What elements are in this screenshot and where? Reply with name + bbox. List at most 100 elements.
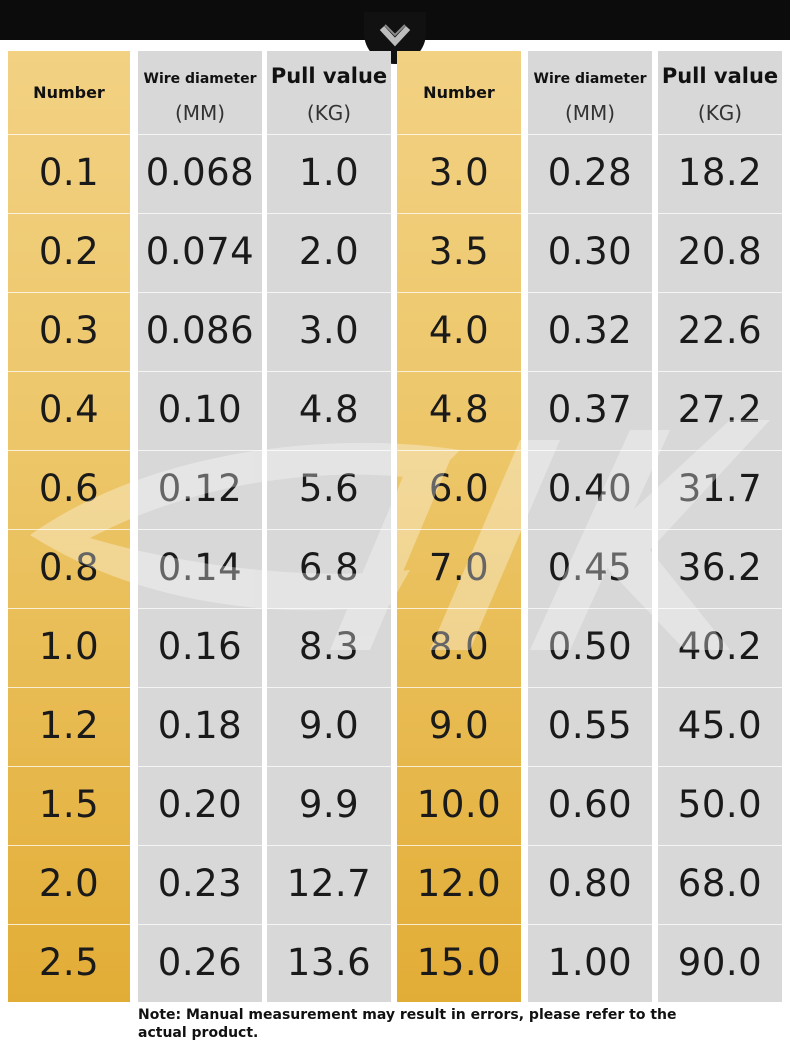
table-cell-pull: 1.0 bbox=[298, 150, 360, 194]
table-cell-pull: 31.7 bbox=[677, 466, 763, 510]
row-divider bbox=[528, 687, 652, 688]
column-header: Pull value (KG) bbox=[267, 51, 391, 134]
table-cell-diameter: 0.068 bbox=[145, 150, 255, 194]
row-divider bbox=[267, 371, 391, 372]
row-divider bbox=[397, 450, 521, 451]
row-divider bbox=[8, 371, 130, 372]
row-divider bbox=[658, 134, 782, 135]
chevron-down-icon bbox=[379, 24, 411, 47]
table-cell-pull: 5.6 bbox=[298, 466, 360, 510]
row-divider bbox=[8, 450, 130, 451]
table-cell-number: 1.5 bbox=[38, 782, 100, 826]
table-cell-pull: 2.0 bbox=[298, 229, 360, 273]
table-cell-diameter: 0.074 bbox=[145, 229, 255, 273]
table-cell-number: 2.0 bbox=[38, 861, 100, 905]
row-divider bbox=[138, 292, 262, 293]
row-divider bbox=[528, 450, 652, 451]
row-divider bbox=[528, 292, 652, 293]
right-number-column: Number 3.0 3.5 4.0 4.8 6.0 7.0 8.0 9.0 10.0 12.0 15… bbox=[397, 51, 521, 1002]
row-divider bbox=[267, 134, 391, 135]
row-divider bbox=[528, 924, 652, 925]
header-label: Pull value bbox=[661, 64, 779, 88]
row-divider bbox=[8, 845, 130, 846]
table-cell-diameter: 0.50 bbox=[547, 624, 633, 668]
row-divider bbox=[267, 450, 391, 451]
right-diameter-column: Wire diameter (MM) 0.28 0.30 0.32 0.37 0.40 0.4… bbox=[528, 51, 652, 1002]
table-cell-diameter: 0.80 bbox=[547, 861, 633, 905]
table-cell-number: 0.2 bbox=[38, 229, 100, 273]
row-divider bbox=[8, 134, 130, 135]
row-divider bbox=[267, 608, 391, 609]
row-divider bbox=[8, 766, 130, 767]
table-cell-number: 1.0 bbox=[38, 624, 100, 668]
row-divider bbox=[8, 924, 130, 925]
table-cell-number: 3.5 bbox=[428, 229, 490, 273]
row-divider bbox=[8, 529, 130, 530]
row-divider bbox=[658, 529, 782, 530]
left-pull-column: Pull value (KG) 1.0 2.0 3.0 4.8 5.6 6.8 8.3 9.0 9.… bbox=[267, 51, 391, 1002]
table-cell-pull: 9.0 bbox=[298, 703, 360, 747]
table-cell-diameter: 0.086 bbox=[145, 308, 255, 352]
column-header: Pull value (KG) bbox=[658, 51, 782, 134]
footnote: Note: Manual measurement may result in e… bbox=[138, 1007, 677, 1041]
row-divider bbox=[138, 924, 262, 925]
row-divider bbox=[138, 371, 262, 372]
row-divider bbox=[397, 608, 521, 609]
table-cell-number: 0.1 bbox=[38, 150, 100, 194]
row-divider bbox=[8, 213, 130, 214]
row-divider bbox=[658, 924, 782, 925]
row-divider bbox=[658, 292, 782, 293]
table-cell-diameter: 0.23 bbox=[157, 861, 243, 905]
row-divider bbox=[528, 529, 652, 530]
header-unit: (MM) bbox=[174, 101, 226, 125]
row-divider bbox=[528, 134, 652, 135]
table-cell-diameter: 0.30 bbox=[547, 229, 633, 273]
row-divider bbox=[267, 213, 391, 214]
table-cell-pull: 27.2 bbox=[677, 387, 763, 431]
row-divider bbox=[138, 687, 262, 688]
header-label: Wire diameter bbox=[533, 71, 647, 87]
row-divider bbox=[267, 687, 391, 688]
table-cell-number: 15.0 bbox=[416, 940, 502, 984]
row-divider bbox=[658, 213, 782, 214]
table-cell-number: 4.8 bbox=[428, 387, 490, 431]
header-unit: (KG) bbox=[697, 101, 743, 125]
row-divider bbox=[138, 608, 262, 609]
table-cell-pull: 20.8 bbox=[677, 229, 763, 273]
table-cell-diameter: 0.37 bbox=[547, 387, 633, 431]
row-divider bbox=[528, 766, 652, 767]
table-cell-pull: 12.7 bbox=[286, 861, 372, 905]
row-divider bbox=[397, 371, 521, 372]
table-cell-number: 8.0 bbox=[428, 624, 490, 668]
header-label: Number bbox=[423, 83, 495, 102]
row-divider bbox=[397, 292, 521, 293]
table-cell-number: 1.2 bbox=[38, 703, 100, 747]
row-divider bbox=[138, 766, 262, 767]
row-divider bbox=[138, 845, 262, 846]
table-cell-diameter: 0.12 bbox=[157, 466, 243, 510]
row-divider bbox=[397, 134, 521, 135]
table-cell-diameter: 0.60 bbox=[547, 782, 633, 826]
table-cell-pull: 4.8 bbox=[298, 387, 360, 431]
left-diameter-column: Wire diameter (MM) 0.068 0.074 0.086 0.10 0.12… bbox=[138, 51, 262, 1002]
row-divider bbox=[658, 450, 782, 451]
table-cell-diameter: 1.00 bbox=[547, 940, 633, 984]
row-divider bbox=[397, 924, 521, 925]
table-cell-number: 12.0 bbox=[416, 861, 502, 905]
row-divider bbox=[528, 213, 652, 214]
column-header: Number bbox=[397, 51, 521, 134]
row-divider bbox=[528, 608, 652, 609]
table-cell-pull: 50.0 bbox=[677, 782, 763, 826]
row-divider bbox=[397, 213, 521, 214]
table-cell-number: 10.0 bbox=[416, 782, 502, 826]
row-divider bbox=[8, 687, 130, 688]
table-cell-diameter: 0.14 bbox=[157, 545, 243, 589]
table-cell-pull: 36.2 bbox=[677, 545, 763, 589]
row-divider bbox=[138, 450, 262, 451]
table-cell-number: 2.5 bbox=[38, 940, 100, 984]
table-cell-pull: 18.2 bbox=[677, 150, 763, 194]
table-cell-number: 0.6 bbox=[38, 466, 100, 510]
row-divider bbox=[528, 371, 652, 372]
table-cell-number: 9.0 bbox=[428, 703, 490, 747]
row-divider bbox=[267, 292, 391, 293]
